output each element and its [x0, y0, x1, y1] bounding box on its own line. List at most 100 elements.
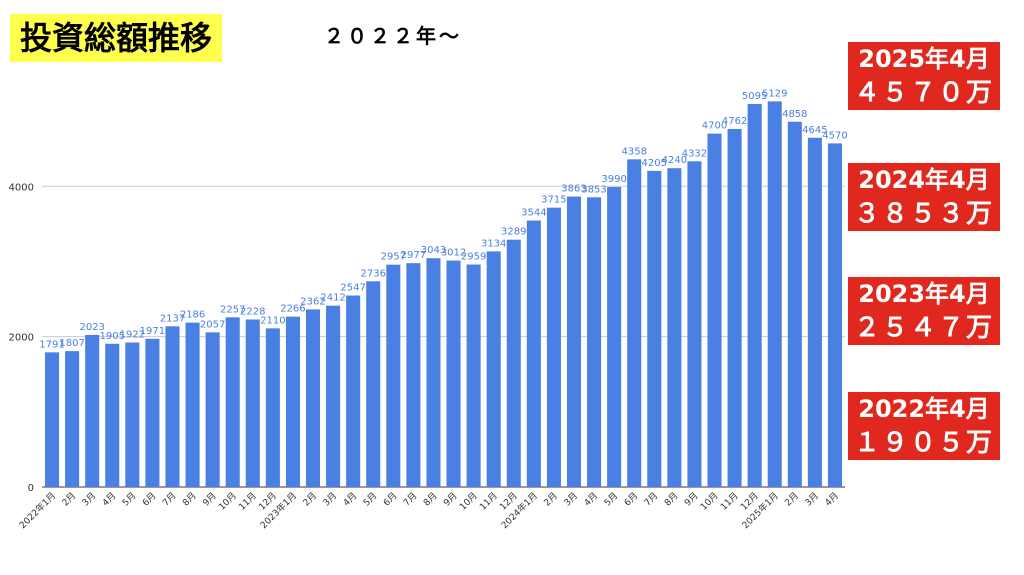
data-label: 1791: [39, 339, 64, 350]
bar: [707, 133, 722, 487]
data-label: 2228: [240, 306, 265, 317]
bar: [125, 342, 140, 487]
x-tick-label: 11月: [718, 490, 740, 512]
bar: [326, 305, 341, 487]
bar: [245, 319, 260, 487]
bar: [265, 328, 280, 487]
x-tick-label: 5月: [120, 490, 138, 508]
data-label: 2959: [461, 252, 486, 263]
bar: [526, 220, 541, 487]
data-label: 3853: [581, 184, 606, 195]
data-label: 4858: [782, 109, 807, 120]
x-tick-label: 10月: [217, 490, 239, 512]
summary-badge: 2023年4月 ２５４７万: [848, 277, 1000, 345]
badge-date: 2023年4月: [858, 280, 990, 308]
summary-badge: 2025年4月 ４５７０万: [848, 42, 1000, 110]
data-label: 4205: [642, 158, 667, 169]
bar: [466, 264, 481, 487]
chart-title: 投資総額推移: [10, 14, 223, 62]
x-tick-label: 4月: [823, 490, 841, 508]
bar: [205, 332, 220, 487]
data-label: 2023: [79, 322, 104, 333]
x-tick-label: 10月: [698, 490, 720, 512]
bar: [165, 326, 180, 487]
x-tick-label: 2022年1月: [17, 490, 58, 531]
x-tick-label: 2月: [783, 490, 801, 508]
data-label: 3289: [501, 227, 526, 238]
x-tick-label: 9月: [682, 490, 700, 508]
x-tick-label: 10月: [457, 490, 479, 512]
x-tick-label: 3月: [803, 490, 821, 508]
y-axis-labels: 0 2000 4000: [9, 182, 34, 494]
data-label: 4332: [682, 148, 707, 159]
data-label: 3715: [541, 195, 566, 206]
bar: [446, 260, 461, 487]
x-tick-label: 8月: [421, 490, 439, 508]
y-tick-label: 2000: [9, 333, 34, 344]
x-tick-label: 8月: [662, 490, 680, 508]
bar: [145, 338, 160, 487]
bar: [546, 207, 561, 487]
badge-value: ２５４７万: [853, 313, 994, 343]
data-label: 3012: [441, 248, 466, 259]
x-tick-label: 7月: [401, 490, 419, 508]
bar: [807, 137, 822, 487]
data-label: 1971: [140, 326, 165, 337]
x-tick-label: 3月: [80, 490, 98, 508]
data-label: 2186: [180, 310, 205, 321]
data-label: 2957: [381, 252, 406, 263]
x-tick-label: 7月: [642, 490, 660, 508]
data-label: 2057: [200, 319, 225, 330]
badge-date: 2022年4月: [858, 395, 990, 423]
data-label: 3544: [521, 208, 546, 219]
bar: [285, 316, 300, 487]
x-tick-label: 6月: [381, 490, 399, 508]
badge-date: 2025年4月: [858, 45, 990, 73]
data-label: 4700: [702, 121, 727, 132]
bar: [426, 258, 441, 487]
data-label: 2362: [300, 296, 325, 307]
summary-badge: 2024年4月 ３８５３万: [848, 163, 1000, 231]
data-label: 4762: [722, 116, 747, 127]
badge-value: ３８５３万: [853, 199, 994, 229]
y-tick-label: 0: [28, 483, 34, 494]
chart-subtitle: ２０２２年〜: [324, 24, 462, 48]
data-label: 2266: [280, 304, 305, 315]
x-tick-label: 11月: [478, 490, 500, 512]
data-label: 2547: [340, 283, 365, 294]
data-label: 2137: [160, 313, 185, 324]
summary-badge: 2022年4月 １９０５万: [848, 392, 1000, 460]
x-tick-label: 5月: [602, 490, 620, 508]
bar: [647, 170, 662, 487]
bar: [506, 239, 521, 487]
bar: [105, 343, 120, 487]
bar: [406, 263, 421, 487]
bar: [607, 187, 622, 487]
x-tick-label: 11月: [237, 490, 259, 512]
bar: [827, 143, 842, 488]
data-label: 4358: [621, 146, 646, 157]
x-tick-label: 2月: [60, 490, 78, 508]
data-label: 3990: [601, 174, 626, 185]
bar: [667, 168, 682, 487]
badge-value: ４５７０万: [853, 78, 994, 108]
data-label: 2412: [320, 293, 345, 304]
x-tick-label: 4月: [341, 490, 359, 508]
y-tick-label: 4000: [9, 182, 34, 193]
data-label: 2977: [401, 250, 426, 261]
data-label: 1905: [100, 331, 125, 342]
badge-value: １９０５万: [853, 428, 994, 458]
x-tick-label: 9月: [201, 490, 219, 508]
bar: [747, 103, 762, 487]
bar: [225, 317, 240, 487]
data-label: 2110: [260, 315, 285, 326]
bar: [627, 159, 642, 487]
x-tick-label: 2月: [542, 490, 560, 508]
bar: [305, 309, 321, 487]
x-tick-label: 9月: [441, 490, 459, 508]
data-label: 1807: [59, 338, 84, 349]
data-label: 3134: [481, 238, 506, 249]
bar: [486, 251, 501, 487]
